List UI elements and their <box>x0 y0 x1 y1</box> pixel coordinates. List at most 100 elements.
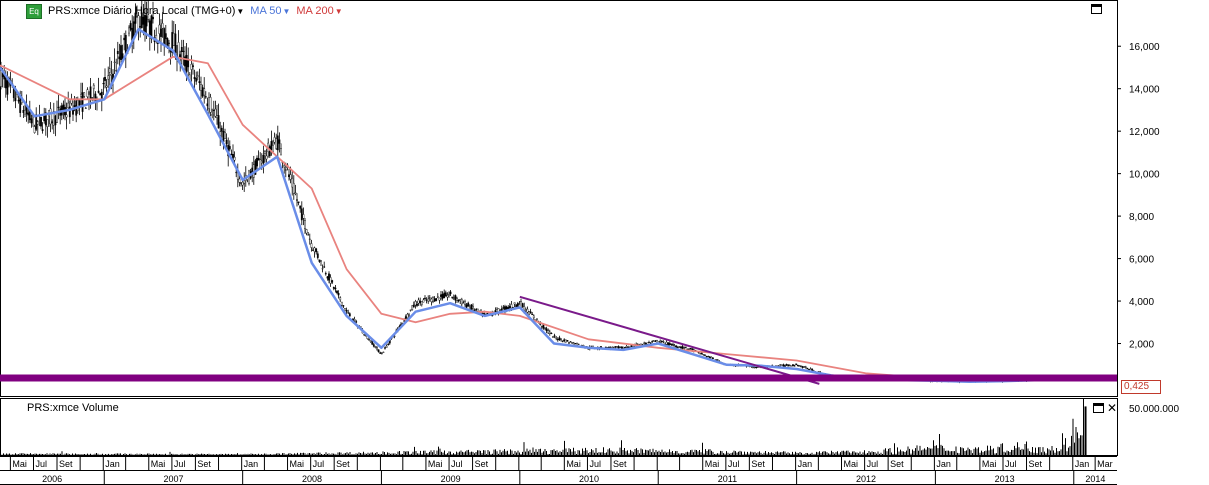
candle-body <box>369 340 372 342</box>
candle-body <box>230 153 233 156</box>
candle-body <box>228 146 231 150</box>
candle-body <box>380 353 383 355</box>
candle-body <box>296 199 298 201</box>
candle-body <box>324 273 327 275</box>
candle-body <box>65 114 68 118</box>
candle-body <box>310 243 313 248</box>
candle-body <box>699 353 702 355</box>
candle-body <box>363 334 366 336</box>
candle-body <box>260 160 263 164</box>
candle-body <box>518 303 521 305</box>
month-label: Jul <box>1005 459 1017 469</box>
candle-body <box>144 14 146 34</box>
candle-body <box>116 50 119 55</box>
candle-body <box>164 33 167 40</box>
month-label: Mai <box>151 459 166 469</box>
ma200-dropdown[interactable]: MA 200▼ <box>296 4 342 19</box>
candle-body <box>683 347 686 349</box>
candle-body <box>76 100 79 112</box>
candle-body <box>672 344 674 346</box>
year-label: 2006 <box>42 474 62 484</box>
candle-body <box>456 298 458 301</box>
candle-body <box>619 346 622 348</box>
candle-body <box>336 290 338 294</box>
candle-body <box>302 214 305 219</box>
candle-body <box>513 302 516 305</box>
trendline[interactable] <box>519 295 820 385</box>
candle-body <box>104 77 106 81</box>
candle-body <box>531 314 534 316</box>
candle-body <box>472 306 474 309</box>
candle-body <box>174 33 177 54</box>
ma50-dropdown[interactable]: MA 50▼ <box>250 4 290 19</box>
candle-body <box>212 109 215 111</box>
candle-body <box>371 341 374 345</box>
candle-body <box>73 105 76 107</box>
y-tick-label: 14,000 <box>1129 85 1160 96</box>
candle-body <box>256 157 258 167</box>
y-tick-label: 2,000 <box>1129 340 1154 351</box>
candle-body <box>41 129 44 132</box>
candle-body <box>808 369 810 371</box>
candle-body <box>123 37 126 41</box>
year-label: 2009 <box>441 474 461 484</box>
candle-body <box>102 83 105 85</box>
candle-body <box>148 20 151 36</box>
candle-body <box>70 99 73 104</box>
volume-panel-maximize-icon[interactable] <box>1093 403 1104 413</box>
month-label: Mai <box>428 459 443 469</box>
y-tick-label: 6,000 <box>1129 255 1154 266</box>
month-label: Mai <box>843 459 858 469</box>
candle-body <box>443 292 446 298</box>
candle-body <box>57 106 60 108</box>
candle-body <box>27 112 30 116</box>
candle-body <box>560 338 562 340</box>
candle-body <box>427 298 430 302</box>
candle-body <box>379 352 382 354</box>
candle-body <box>523 306 526 311</box>
candle-body <box>97 90 100 93</box>
candle-body <box>24 109 26 115</box>
candle-body <box>412 304 415 308</box>
candle-body <box>220 127 223 132</box>
candle-body <box>569 341 572 343</box>
month-label: Set <box>475 459 489 469</box>
candle-body <box>467 302 470 307</box>
candle-body <box>451 296 454 298</box>
year-label: 2010 <box>579 474 599 484</box>
candle-body <box>545 328 548 331</box>
candle-body <box>798 365 801 367</box>
candle-body <box>788 365 791 367</box>
candle-body <box>572 342 575 345</box>
candle-body <box>52 111 55 126</box>
candle-body <box>406 313 409 319</box>
candle-body <box>508 306 511 309</box>
candle-body <box>321 268 324 270</box>
candle-body <box>353 319 356 321</box>
candle-body <box>40 116 42 127</box>
candle-body <box>755 367 758 369</box>
year-label: 2014 <box>1085 474 1105 484</box>
month-label: Jul <box>174 459 186 469</box>
candle-body <box>516 303 519 308</box>
candle-body <box>6 80 9 95</box>
candle-body <box>432 297 434 302</box>
candle-body <box>460 299 463 305</box>
month-label: Jul <box>36 459 48 469</box>
candle-body <box>547 330 550 334</box>
price-panel-maximize-icon[interactable] <box>1091 4 1102 14</box>
volume-panel-close-icon[interactable]: ✕ <box>1107 401 1118 415</box>
candle-body <box>449 291 452 295</box>
candle-body <box>332 287 335 289</box>
candle-body <box>564 339 567 343</box>
candle-body <box>566 340 569 342</box>
candle-body <box>284 169 287 171</box>
candle-body <box>334 287 337 290</box>
candle-body <box>624 347 626 349</box>
candle-body <box>649 342 652 344</box>
candle-body <box>209 97 212 113</box>
candle-body <box>163 28 166 45</box>
candle-body <box>804 366 807 368</box>
candle-body <box>608 346 610 348</box>
